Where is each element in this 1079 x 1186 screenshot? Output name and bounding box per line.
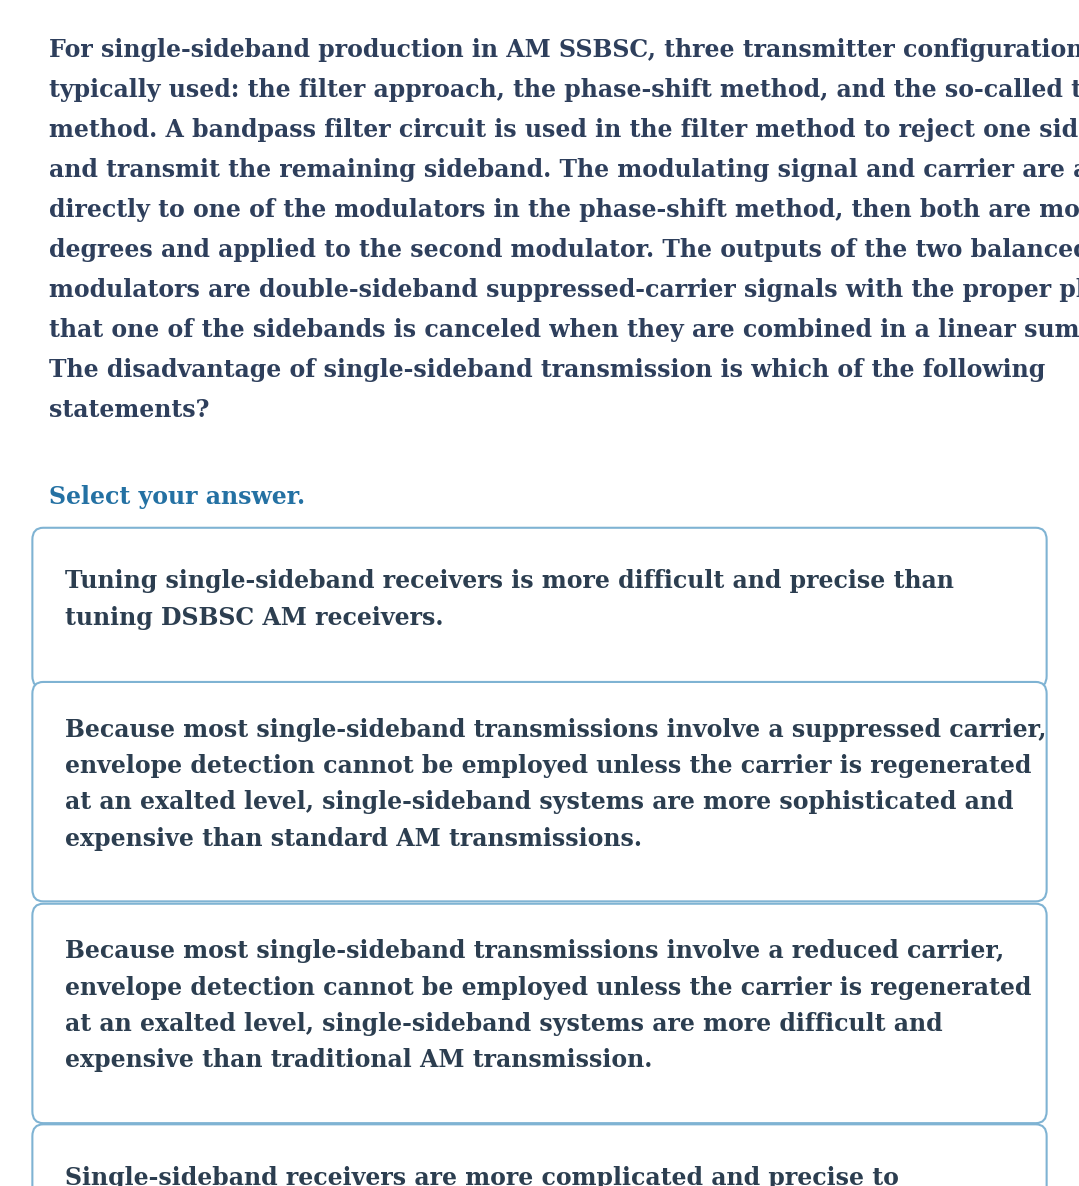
Text: Because most single-sideband transmissions involve a reduced carrier,
envelope d: Because most single-sideband transmissio… [65,939,1032,1072]
Text: For single-sideband production in AM SSBSC, three transmitter configurations are: For single-sideband production in AM SSB… [49,38,1079,62]
FancyBboxPatch shape [32,528,1047,688]
Text: Single-sideband receivers are more complicated and precise to
tune than conventi: Single-sideband receivers are more compl… [65,1166,899,1186]
Text: Because most single-sideband transmissions involve a suppressed carrier,
envelop: Because most single-sideband transmissio… [65,718,1047,850]
FancyBboxPatch shape [32,904,1047,1123]
Text: method. A bandpass filter circuit is used in the filter method to reject one sid: method. A bandpass filter circuit is use… [49,117,1079,142]
FancyBboxPatch shape [32,682,1047,901]
Text: and transmit the remaining sideband. The modulating signal and carrier are appli: and transmit the remaining sideband. The… [49,158,1079,181]
Text: statements?: statements? [49,398,209,422]
Text: typically used: the filter approach, the phase-shift method, and the so-called t: typically used: the filter approach, the… [49,78,1079,102]
Text: degrees and applied to the second modulator. The outputs of the two balanced: degrees and applied to the second modula… [49,238,1079,262]
Text: modulators are double-sideband suppressed-carrier signals with the proper phase,: modulators are double-sideband suppresse… [49,278,1079,302]
Text: that one of the sidebands is canceled when they are combined in a linear summer.: that one of the sidebands is canceled wh… [49,318,1079,342]
FancyBboxPatch shape [32,1124,1047,1186]
Text: directly to one of the modulators in the phase-shift method, then both are moved: directly to one of the modulators in the… [49,198,1079,222]
Text: Tuning single-sideband receivers is more difficult and precise than
tuning DSBSC: Tuning single-sideband receivers is more… [65,569,954,630]
Text: Select your answer.: Select your answer. [49,485,304,510]
Text: The disadvantage of single-sideband transmission is which of the following: The disadvantage of single-sideband tran… [49,358,1044,382]
